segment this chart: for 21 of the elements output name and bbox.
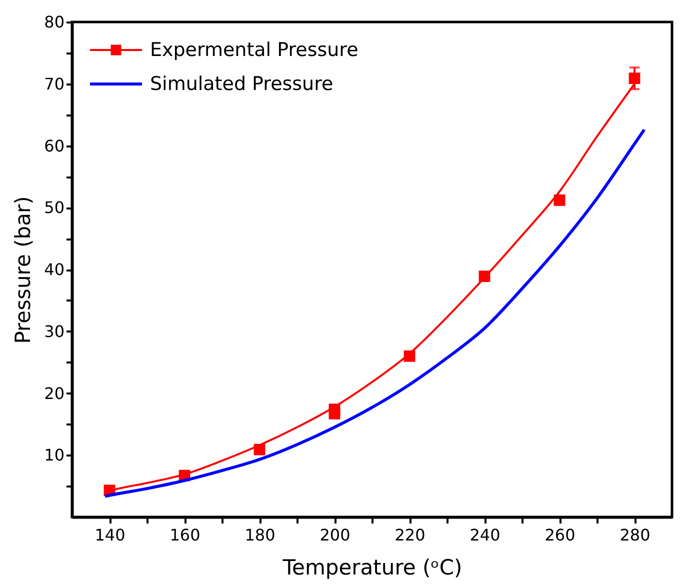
y-tick-label: 40 <box>44 260 64 279</box>
x-tick-label: 160 <box>170 526 200 544</box>
x-tick-label: 240 <box>470 526 500 544</box>
legend-label: Simulated Pressure <box>150 73 334 95</box>
x-tick-label: 260 <box>544 526 576 544</box>
y-tick-label: 50 <box>44 198 64 218</box>
y-tick-label: 60 <box>44 136 64 156</box>
x-tick-label: 180 <box>244 526 276 544</box>
x-tick-label: 280 <box>620 526 650 544</box>
y-tick-label: 80 <box>44 12 64 32</box>
y-tick-label: 30 <box>44 322 64 341</box>
x-axis-title: Temperature (ᵒC) <box>282 556 462 580</box>
y-axis-title: Pressure (bar) <box>11 196 36 344</box>
legend-label: Expermental Pressure <box>150 39 358 61</box>
x-tick-label: 200 <box>320 526 350 544</box>
y-tick-label: 20 <box>44 384 64 403</box>
x-tick-label: 140 <box>94 526 126 544</box>
y-tick-label: 70 <box>44 74 64 94</box>
y-tick-label: 10 <box>44 446 64 465</box>
x-tick-label: 220 <box>394 526 426 544</box>
point <box>328 408 340 420</box>
